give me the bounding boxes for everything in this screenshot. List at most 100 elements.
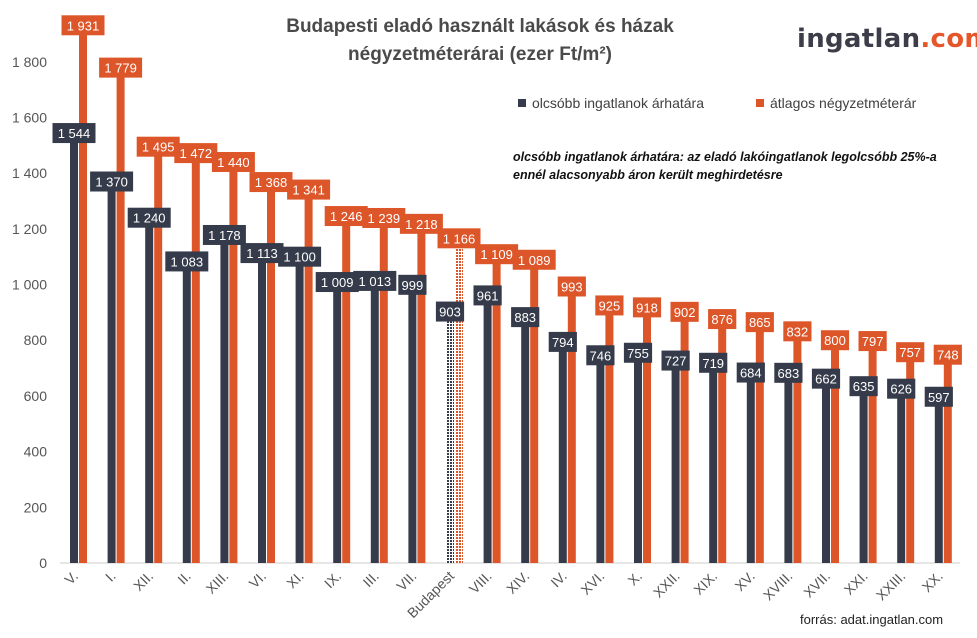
data-label-cheap-box — [165, 251, 209, 272]
data-label-avg-box — [249, 172, 293, 193]
bar-avg — [417, 223, 426, 563]
x-tick-label: XIV. — [503, 568, 532, 597]
x-tick-label: V. — [61, 568, 81, 588]
bar-cheap — [671, 360, 680, 563]
bar-cheap — [897, 388, 906, 563]
data-label-cheap: 999 — [402, 278, 424, 293]
data-label-avg: 1 779 — [104, 61, 137, 76]
bar-avg — [342, 216, 351, 563]
bar-cheap — [145, 217, 154, 563]
legend-label-cheap: olcsóbb ingatlanok árhatára — [532, 95, 705, 111]
legend-swatch-cheap — [518, 99, 526, 107]
data-label-avg-box — [136, 136, 180, 157]
x-tick-label: I. — [102, 568, 119, 585]
data-label-avg: 1 109 — [480, 247, 513, 262]
data-label-cheap: 883 — [514, 310, 536, 325]
data-label-avg-box — [670, 301, 699, 322]
data-label-cheap-box — [699, 352, 728, 373]
data-label-avg-box — [399, 213, 443, 234]
data-label-avg-box — [858, 331, 887, 352]
data-label-cheap-box — [849, 376, 878, 397]
data-label-avg-box — [783, 321, 812, 342]
y-tick-label: 200 — [24, 499, 48, 515]
data-label-avg-box — [632, 297, 662, 318]
data-label-cheap-box — [586, 345, 615, 366]
bar-avg — [906, 352, 915, 563]
x-tick-label: IX. — [321, 568, 344, 591]
x-tick-label: X. — [624, 568, 645, 589]
chart-title-line2: négyzetméterárai (ezer Ft/m²) — [348, 44, 612, 65]
data-label-cheap-box — [623, 342, 653, 363]
data-label-avg: 1 239 — [368, 211, 401, 226]
data-label-cheap: 727 — [665, 354, 687, 369]
data-label-cheap: 755 — [627, 346, 649, 361]
x-tick-label: VIII. — [466, 568, 495, 597]
bar-avg — [868, 341, 877, 563]
data-label-avg-box — [745, 312, 774, 333]
data-label-cheap: 794 — [552, 335, 574, 350]
data-label-avg-box — [362, 207, 406, 228]
data-label-avg-box — [61, 15, 105, 36]
data-label-cheap-box — [736, 362, 765, 383]
data-label-avg-box — [820, 330, 850, 351]
data-label-cheap-box — [473, 285, 502, 306]
data-label-cheap: 1 240 — [133, 211, 166, 226]
data-label-avg: 918 — [636, 300, 658, 315]
bar-avg — [718, 319, 727, 563]
logo-text-domain: .com — [920, 24, 977, 54]
x-tick-label: XX. — [919, 568, 946, 595]
data-label-avg: 1 440 — [217, 155, 250, 170]
x-tick-label: III. — [360, 568, 382, 590]
bar-cheap — [446, 311, 454, 563]
bar-avg — [154, 146, 163, 563]
data-label-avg: 757 — [899, 345, 921, 360]
x-tick-label: XIX. — [690, 568, 720, 598]
y-tick-label: 400 — [24, 444, 48, 460]
x-tick-label: XII. — [130, 568, 156, 594]
bar-avg — [605, 305, 614, 563]
definition-note: olcsóbb ingatlanok árhatára: az eladó la… — [513, 148, 977, 184]
data-label-cheap: 1 544 — [58, 126, 91, 141]
bar-cheap — [295, 256, 304, 563]
data-label-cheap-box — [278, 246, 322, 267]
definition-note-line1: olcsóbb ingatlanok árhatára: az eladó la… — [513, 150, 937, 164]
chart-title-line1: Budapesti eladó használt lakások és háza… — [286, 16, 674, 37]
data-label-avg: 748 — [937, 348, 959, 363]
data-label-cheap: 1 013 — [359, 274, 392, 289]
y-tick-label: 600 — [24, 388, 48, 404]
bar-cheap — [483, 295, 492, 563]
data-label-avg-box — [437, 228, 481, 249]
data-label-avg: 1 166 — [443, 231, 476, 246]
data-label-cheap: 1 113 — [246, 246, 278, 261]
bar-cheap — [370, 280, 379, 563]
data-label-cheap: 597 — [928, 390, 950, 405]
data-label-avg: 876 — [711, 312, 733, 327]
bar-cheap — [107, 181, 116, 563]
bar-avg — [793, 331, 802, 563]
data-label-avg-box — [708, 309, 737, 330]
x-tick-label: XVI. — [577, 568, 607, 598]
data-label-avg-box — [557, 276, 586, 297]
bar-avg — [943, 354, 952, 563]
data-label-cheap: 635 — [853, 379, 875, 394]
data-label-avg: 1 472 — [180, 146, 213, 161]
bar-cheap — [709, 362, 718, 563]
data-label-cheap-box — [398, 274, 427, 295]
data-label-avg: 1 218 — [405, 217, 438, 232]
bar-avg — [191, 153, 200, 563]
data-label-avg: 1 368 — [255, 175, 288, 190]
data-label-cheap-box — [127, 207, 171, 228]
x-tick-label: XV. — [732, 568, 758, 594]
data-label-avg-box — [287, 179, 331, 200]
bar-cheap — [333, 282, 342, 563]
data-label-avg-box — [896, 342, 925, 363]
bar-avg — [530, 259, 539, 563]
bar-cheap — [746, 372, 755, 563]
data-label-avg-box — [174, 143, 218, 164]
data-label-avg: 993 — [561, 279, 583, 294]
data-label-cheap: 1 100 — [283, 250, 316, 265]
data-label-cheap: 1 178 — [208, 228, 241, 243]
data-label-cheap-box — [511, 307, 540, 328]
bar-avg — [379, 217, 388, 564]
